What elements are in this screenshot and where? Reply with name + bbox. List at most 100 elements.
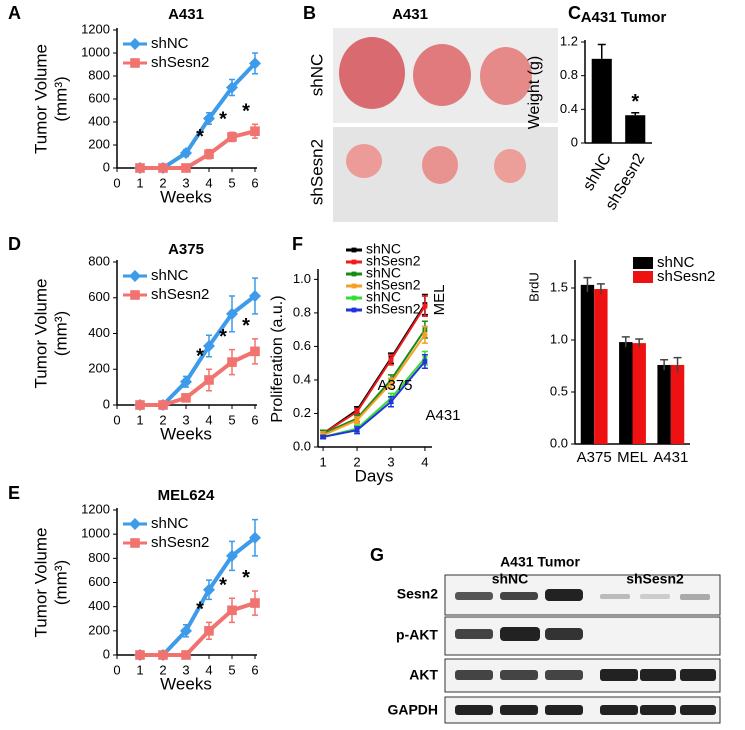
panel-label: D	[8, 234, 21, 254]
x-tick-label: 2	[159, 662, 166, 677]
y-tick-label: 0.8	[560, 67, 578, 82]
marker	[158, 163, 168, 173]
marker	[351, 307, 357, 313]
y-tick-label: 1200	[81, 21, 110, 36]
significance: *	[219, 326, 227, 348]
y-axis-label: Tumor Volume	[31, 528, 50, 638]
series-line	[322, 334, 426, 437]
y-axis-label: Tumor Volume	[31, 44, 50, 154]
legend-label: shNC	[366, 265, 401, 281]
panel-label: C	[568, 3, 581, 23]
marker	[249, 289, 261, 302]
legend-label: shSesn2	[366, 301, 421, 317]
error-bar	[660, 359, 669, 371]
marker	[354, 409, 360, 415]
marker	[226, 307, 238, 320]
marker	[388, 399, 394, 405]
tumor	[494, 149, 526, 183]
marker	[422, 303, 428, 309]
row-label: GAPDH	[387, 702, 438, 718]
x-tick-label: shNC	[580, 151, 615, 194]
marker	[181, 650, 191, 660]
series-line	[322, 357, 426, 438]
bar	[580, 284, 595, 444]
x-tick-label: 3	[182, 175, 189, 190]
marker	[203, 340, 215, 353]
marker	[204, 626, 214, 636]
series-annotation: MEL	[431, 285, 448, 316]
chart-title: A431 Tumor	[581, 9, 667, 26]
x-axis-label: Weeks	[160, 424, 212, 443]
legend-label: shNC	[366, 241, 401, 257]
y-tick-label: 1.0	[293, 271, 311, 286]
marker	[351, 259, 357, 265]
marker	[180, 375, 192, 388]
y-tick-label: 1000	[81, 526, 110, 541]
x-tick-label: 6	[251, 175, 258, 190]
error-bar	[621, 336, 630, 348]
chart-title: MEL624	[158, 487, 215, 504]
tumor	[480, 47, 532, 105]
x-axis-label: Days	[355, 466, 394, 485]
marker	[129, 38, 141, 50]
series-line	[322, 329, 426, 435]
y-tick-label: 0	[103, 159, 110, 174]
legend-label: shNC	[151, 35, 189, 52]
bar	[625, 115, 646, 143]
bands	[455, 589, 716, 715]
marker	[181, 393, 191, 403]
error-bar	[673, 356, 682, 373]
y-tick-label: 400	[88, 113, 110, 128]
series-line	[140, 536, 257, 657]
x-tick-label: 0	[113, 662, 120, 677]
y-axis-label: Tumor Volume	[31, 279, 50, 389]
marker	[180, 147, 192, 160]
legend-swatch	[633, 257, 653, 269]
bar	[657, 364, 671, 444]
bar	[619, 342, 633, 444]
marker	[181, 163, 191, 173]
marker	[227, 605, 237, 616]
x-tick-label: 4	[205, 662, 212, 677]
y-tick-label: 0.2	[293, 405, 311, 420]
x-tick-label: 3	[182, 412, 189, 427]
y-tick-label: 1200	[81, 501, 110, 516]
marker	[250, 346, 260, 357]
bar	[594, 289, 608, 444]
y-tick-label: 0	[103, 396, 110, 411]
tumor	[422, 146, 458, 184]
bar	[632, 343, 646, 444]
chart-title: A375	[168, 241, 204, 258]
chart-title: A431	[168, 6, 204, 23]
y-tick-label: 800	[88, 67, 110, 82]
y-axis-label: (mm³)	[51, 560, 70, 605]
y-tick-label: 0.4	[560, 101, 578, 116]
significance: *	[242, 101, 250, 123]
marker	[320, 434, 326, 440]
x-tick-label: 2	[159, 175, 166, 190]
marker	[351, 247, 357, 253]
bar	[591, 58, 612, 144]
row-label: shSesn2	[307, 139, 326, 205]
y-tick-label: 600	[88, 574, 110, 589]
marker	[158, 400, 168, 410]
series-line	[322, 360, 426, 438]
tumor-photo	[333, 28, 558, 222]
group-label: shSesn2	[626, 571, 684, 587]
marker	[203, 583, 215, 596]
marker	[422, 332, 428, 338]
legend-swatch	[633, 271, 653, 283]
marker	[227, 132, 237, 142]
marker	[388, 357, 394, 363]
x-tick-label: 0	[113, 175, 120, 190]
bar	[670, 364, 685, 444]
series-line	[140, 61, 257, 170]
y-tick-label: 800	[88, 550, 110, 565]
y-tick-label: 800	[88, 253, 110, 268]
western-blot	[444, 574, 721, 724]
error-bar	[631, 111, 640, 116]
y-tick-label: 1.0	[550, 331, 568, 346]
y-tick-label: 0	[103, 646, 110, 661]
legend-label: shNC	[151, 267, 189, 284]
